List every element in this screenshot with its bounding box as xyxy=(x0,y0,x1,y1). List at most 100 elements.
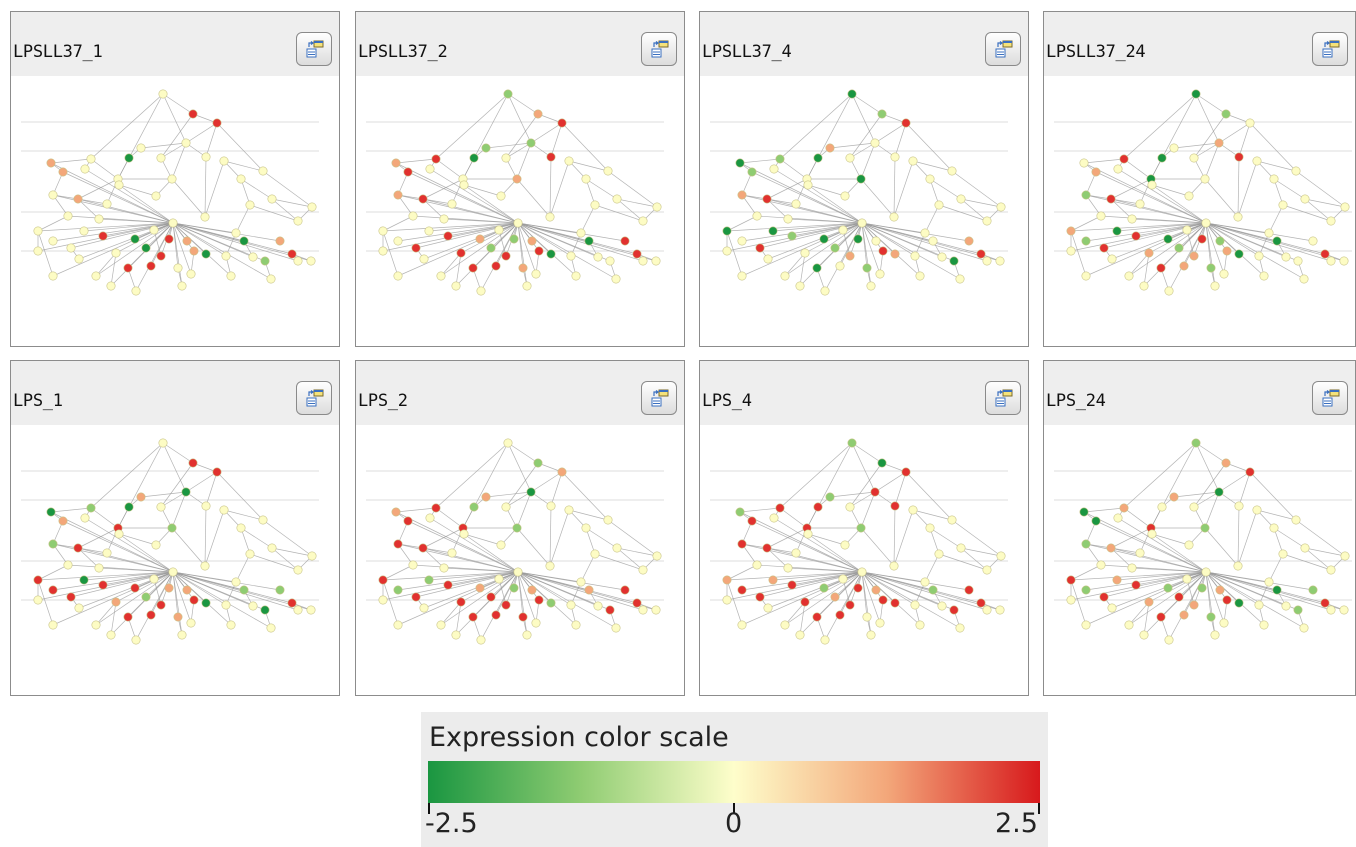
network-node[interactable] xyxy=(186,269,196,279)
network-node[interactable] xyxy=(1164,635,1174,645)
network-node[interactable] xyxy=(870,138,880,148)
network-node[interactable] xyxy=(1308,585,1318,595)
network-node[interactable] xyxy=(123,612,133,622)
network-node[interactable] xyxy=(94,214,104,224)
network-node[interactable] xyxy=(638,216,648,226)
network-node[interactable] xyxy=(74,254,84,264)
network-node[interactable] xyxy=(908,505,918,515)
network-node[interactable] xyxy=(307,551,317,561)
network-panel[interactable]: LPS_1 xyxy=(10,360,340,696)
network-node[interactable] xyxy=(1259,271,1269,281)
panel-options-button[interactable] xyxy=(641,381,677,415)
network-node[interactable] xyxy=(1200,523,1210,533)
network-node[interactable] xyxy=(768,226,778,236)
network-node[interactable] xyxy=(787,580,797,590)
network-node[interactable] xyxy=(275,236,285,246)
network-node[interactable] xyxy=(439,214,449,224)
network-node[interactable] xyxy=(605,605,615,615)
panel-options-button[interactable] xyxy=(1312,381,1348,415)
network-node[interactable] xyxy=(239,585,249,595)
network-node[interactable] xyxy=(632,598,642,608)
network-node[interactable] xyxy=(496,540,506,550)
network-node[interactable] xyxy=(33,226,43,236)
network-node[interactable] xyxy=(835,610,845,620)
network-node[interactable] xyxy=(780,620,790,630)
network-node[interactable] xyxy=(763,603,773,613)
network-node[interactable] xyxy=(403,516,413,526)
network-node[interactable] xyxy=(812,263,822,273)
panel-options-button[interactable] xyxy=(985,32,1021,66)
network-node[interactable] xyxy=(1119,154,1129,164)
network-node[interactable] xyxy=(546,152,556,162)
network-node[interactable] xyxy=(901,118,911,128)
network-node[interactable] xyxy=(293,605,303,615)
network-node[interactable] xyxy=(86,154,96,164)
network-node[interactable] xyxy=(48,190,58,200)
network-node[interactable] xyxy=(48,271,58,281)
network-node[interactable] xyxy=(800,597,810,607)
network-node[interactable] xyxy=(48,236,58,246)
network-node[interactable] xyxy=(735,158,745,168)
network-node[interactable] xyxy=(651,256,661,266)
network-node[interactable] xyxy=(1221,109,1231,119)
network-node[interactable] xyxy=(1259,620,1269,630)
network-node[interactable] xyxy=(1234,152,1244,162)
network-node[interactable] xyxy=(275,585,285,595)
network-node[interactable] xyxy=(546,598,556,608)
network-node[interactable] xyxy=(212,118,222,128)
network-node[interactable] xyxy=(219,156,229,166)
network-node[interactable] xyxy=(1127,214,1137,224)
network-node[interactable] xyxy=(775,154,785,164)
network-node[interactable] xyxy=(830,592,840,602)
network-node[interactable] xyxy=(737,236,747,246)
network-node[interactable] xyxy=(80,513,90,523)
network-node[interactable] xyxy=(915,620,925,630)
network-node[interactable] xyxy=(491,610,501,620)
network-node[interactable] xyxy=(908,156,918,166)
network-node[interactable] xyxy=(156,251,166,261)
network-node[interactable] xyxy=(915,271,925,281)
network-node[interactable] xyxy=(518,612,528,622)
network-node[interactable] xyxy=(1201,218,1211,228)
network-node[interactable] xyxy=(937,601,947,611)
network-node[interactable] xyxy=(534,595,544,605)
network-node[interactable] xyxy=(1189,502,1199,512)
network-node[interactable] xyxy=(443,231,453,241)
network-panel[interactable]: LPS_24 xyxy=(1043,360,1356,696)
network-node[interactable] xyxy=(391,507,401,517)
network-node[interactable] xyxy=(177,281,187,291)
network-node[interactable] xyxy=(1124,271,1134,281)
network-node[interactable] xyxy=(522,630,532,640)
panel-options-button[interactable] xyxy=(296,381,332,415)
network-node[interactable] xyxy=(73,543,83,553)
network-node[interactable] xyxy=(424,575,434,585)
network-node[interactable] xyxy=(393,585,403,595)
network-node[interactable] xyxy=(1189,251,1199,261)
network-node[interactable] xyxy=(1144,248,1154,258)
network-node[interactable] xyxy=(889,212,899,222)
network-node[interactable] xyxy=(167,523,177,533)
network-node[interactable] xyxy=(156,600,166,610)
network-node[interactable] xyxy=(856,523,866,533)
network-node[interactable] xyxy=(1127,563,1137,573)
network-node[interactable] xyxy=(722,595,732,605)
network-node[interactable] xyxy=(1113,164,1123,174)
network-node[interactable] xyxy=(862,263,872,273)
network-node[interactable] xyxy=(74,603,84,613)
network-node[interactable] xyxy=(1254,251,1264,261)
network-node[interactable] xyxy=(1320,249,1330,259)
network-node[interactable] xyxy=(391,158,401,168)
network-node[interactable] xyxy=(201,501,211,511)
network-node[interactable] xyxy=(825,492,835,502)
network-node[interactable] xyxy=(996,551,1006,561)
network-node[interactable] xyxy=(838,574,848,584)
network-node[interactable] xyxy=(177,630,187,640)
network-node[interactable] xyxy=(186,618,196,628)
network-node[interactable] xyxy=(245,549,255,559)
network-node[interactable] xyxy=(419,254,429,264)
network-node[interactable] xyxy=(475,234,485,244)
network-node[interactable] xyxy=(956,543,966,553)
network-node[interactable] xyxy=(425,164,435,174)
network-node[interactable] xyxy=(1096,211,1106,221)
network-node[interactable] xyxy=(1326,605,1336,615)
